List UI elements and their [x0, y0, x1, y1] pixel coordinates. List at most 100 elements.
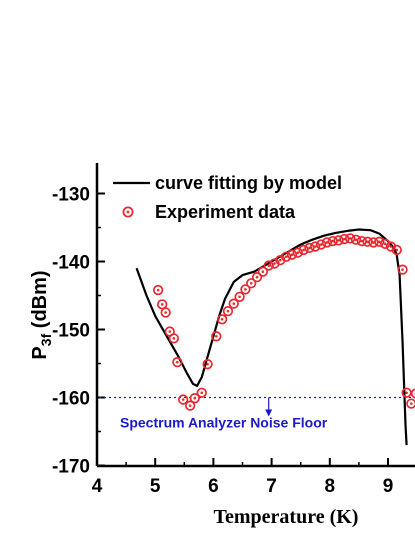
data-point-dot: [383, 242, 387, 246]
data-point: [172, 356, 183, 368]
data-point-dot: [377, 240, 381, 244]
data-point-dot: [188, 404, 192, 407]
data-point-ring: [406, 398, 415, 409]
axes: [95, 163, 415, 468]
data-point-dot: [160, 303, 164, 306]
data-point-ring: [189, 393, 200, 404]
x-tick-label-6: 6: [208, 476, 219, 497]
data-point: [196, 387, 207, 398]
data-point: [168, 333, 179, 344]
data-point-dot: [255, 275, 259, 279]
data-point-ring: [251, 271, 263, 283]
data-point-dot: [325, 241, 329, 244]
data-point-dot: [366, 240, 369, 244]
noise-floor-arrow-head: [265, 409, 273, 417]
data-point: [315, 239, 327, 250]
data-point-ring: [350, 234, 362, 245]
data-point-dot: [215, 335, 218, 338]
data-point-dot: [348, 237, 352, 240]
data-point-ring: [327, 235, 338, 247]
y-tick-label--150: -150: [52, 321, 90, 342]
data-point-dot: [302, 248, 305, 252]
data-point-dot: [261, 270, 265, 274]
data-point-dot: [395, 248, 399, 252]
x-axis-title: Temperature (K): [214, 506, 359, 528]
data-point: [391, 244, 402, 256]
data-point-ring: [298, 244, 309, 256]
data-point-dot: [405, 391, 408, 395]
data-point-dot: [181, 398, 185, 401]
data-point: [410, 388, 415, 399]
data-point: [379, 238, 391, 249]
x-tick-label-8: 8: [325, 476, 336, 497]
data-point-dot: [389, 245, 393, 248]
data-point-dot: [200, 391, 204, 395]
data-point-ring: [184, 400, 196, 411]
data-point-ring: [368, 237, 379, 248]
y-tick-label--130: -130: [52, 185, 90, 206]
y-axis-title-unit: (dBm): [29, 270, 51, 333]
data-point-ring: [286, 249, 298, 260]
data-point: [211, 331, 222, 342]
data-point-dot: [249, 281, 253, 285]
data-point-ring: [152, 284, 164, 296]
data-point-dot: [176, 360, 179, 364]
data-point-ring: [339, 233, 350, 245]
data-point-ring: [160, 307, 171, 318]
data-point-ring: [379, 238, 391, 249]
data-point-dot: [360, 239, 364, 243]
data-point: [339, 233, 350, 245]
data-point: [202, 359, 213, 370]
data-point: [216, 314, 228, 325]
data-point: [350, 234, 362, 245]
noise-floor-label: Spectrum Analyzer Noise Floor: [120, 415, 328, 431]
data-point-ring: [246, 278, 257, 289]
data-point-dot: [337, 239, 340, 242]
data-point: [406, 398, 415, 409]
data-point: [177, 394, 189, 405]
y-tick-label--140: -140: [52, 253, 90, 274]
legend-label-experiment: Experiment data: [155, 202, 296, 222]
data-point-ring: [333, 235, 344, 246]
data-point: [310, 241, 321, 252]
data-point: [228, 298, 239, 309]
x-tick-label-7: 7: [266, 476, 277, 497]
data-point: [374, 236, 385, 247]
data-point-dot: [279, 258, 282, 262]
legend-label-curve-fitting: curve fitting by model: [155, 173, 342, 193]
data-point: [362, 236, 373, 247]
data-point-ring: [345, 233, 356, 244]
data-point-ring: [177, 394, 189, 405]
data-point-dot: [296, 251, 300, 254]
y-axis-title-sub: 3f: [38, 333, 54, 346]
data-point-dot: [172, 337, 176, 340]
y-axis-title: P3f (dBm): [29, 270, 54, 359]
x-tick-label-5: 5: [150, 476, 161, 497]
legend-marker-swatch: [122, 206, 134, 218]
data-point-dot: [164, 311, 167, 314]
data-point-ring: [257, 266, 269, 277]
data-point: [321, 237, 333, 248]
data-point-dot: [168, 330, 172, 333]
data-point-ring: [374, 236, 385, 247]
data-point-dot: [156, 288, 160, 292]
data-point: [257, 266, 269, 277]
data-point-dot: [273, 262, 276, 265]
data-point-ring: [240, 284, 251, 295]
data-point-dot: [220, 318, 224, 321]
data-point-dot: [206, 362, 209, 366]
data-point-ring: [196, 387, 207, 398]
data-point-dot: [343, 237, 346, 241]
data-point-dot: [284, 255, 288, 259]
data-point-dot: [372, 241, 375, 244]
data-point: [298, 244, 309, 256]
data-point-dot: [238, 295, 241, 299]
data-point: [222, 305, 234, 317]
data-point-ring: [356, 235, 367, 247]
data-point-dot: [331, 239, 335, 243]
y-tick-label--170: -170: [52, 457, 90, 478]
data-point-dot: [290, 253, 294, 256]
data-point: [251, 271, 263, 283]
data-point: [397, 264, 408, 275]
data-point: [157, 299, 168, 310]
